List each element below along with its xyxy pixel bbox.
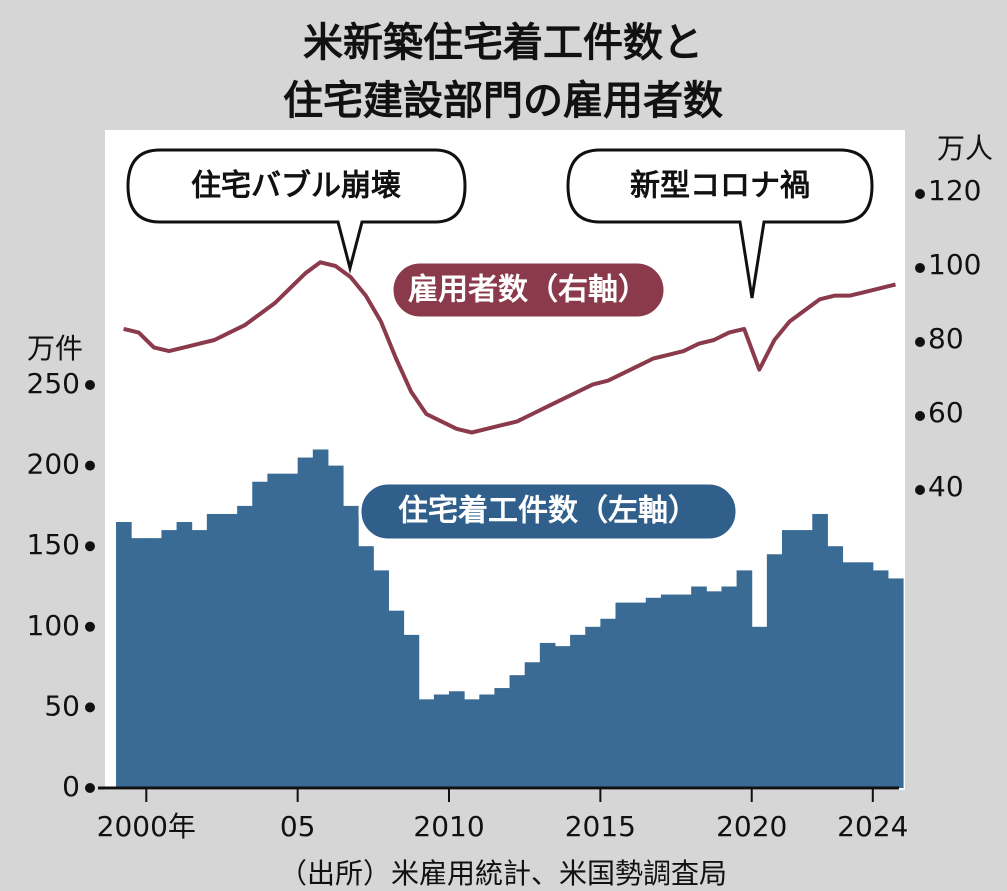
y2-tick <box>915 337 925 347</box>
y-tick <box>85 460 95 471</box>
plot <box>116 260 904 788</box>
bar <box>600 618 617 788</box>
y2-tick <box>915 263 925 273</box>
bar <box>282 473 299 788</box>
bar <box>388 610 405 788</box>
bar <box>766 554 783 788</box>
bar <box>524 662 541 788</box>
bar <box>494 688 511 788</box>
bar <box>585 626 601 788</box>
bar <box>161 530 178 788</box>
bar <box>887 578 904 788</box>
bar <box>206 513 223 788</box>
bar <box>827 546 844 788</box>
y-unit: 万件 <box>27 332 83 365</box>
bar <box>660 594 677 788</box>
legend-pill <box>358 481 739 542</box>
chart-title: 米新築住宅着工件数と <box>303 20 703 66</box>
y2-unit: 万人 <box>937 132 993 165</box>
y2-tick-label: 100 <box>928 248 981 281</box>
legend-pill <box>390 260 667 320</box>
y2-tick <box>915 485 925 495</box>
bar <box>645 597 662 788</box>
y-tick-label: 250 <box>27 367 80 400</box>
x-tick-label: 2015 <box>565 810 636 843</box>
bar <box>721 586 738 788</box>
y-tick <box>85 702 95 713</box>
y2-tick <box>915 411 925 421</box>
bar <box>237 505 253 788</box>
y2-tick-label: 40 <box>928 470 964 503</box>
bar <box>691 586 707 788</box>
line <box>123 260 896 435</box>
y-tick <box>85 541 95 552</box>
x-tick-label: 05 <box>280 810 316 843</box>
y-tick-label: 100 <box>27 609 80 642</box>
bar <box>418 699 435 788</box>
y-tick <box>85 380 95 390</box>
bar <box>509 675 526 788</box>
bar <box>554 646 571 788</box>
bar <box>191 530 208 788</box>
bar <box>373 570 389 788</box>
bar <box>252 481 268 788</box>
bar <box>872 570 889 788</box>
bar <box>433 694 450 788</box>
bar <box>676 594 692 788</box>
bar <box>812 513 828 788</box>
y-tick-label: 150 <box>27 528 80 561</box>
bar <box>539 642 556 788</box>
bar <box>842 562 859 788</box>
bar <box>267 473 284 788</box>
y-tick-label: 0 <box>62 770 80 803</box>
callout: 住宅バブル崩壊 <box>126 148 467 274</box>
bar <box>131 538 147 788</box>
annotation: 新型コロナ禍 <box>630 169 810 204</box>
chart-title: 住宅建設部門の雇用者数 <box>283 78 723 124</box>
bar <box>358 546 374 788</box>
y2-tick-label: 80 <box>928 322 964 355</box>
y-tick <box>85 621 95 632</box>
bar <box>403 634 420 788</box>
x-tick-label: 2010 <box>413 810 484 843</box>
bar <box>751 626 768 788</box>
bar <box>630 602 647 788</box>
bar <box>797 530 813 788</box>
x-tick-label: 2000年 <box>97 810 196 843</box>
bar <box>176 522 193 788</box>
bar <box>736 570 753 788</box>
bar <box>570 634 586 788</box>
bar <box>116 522 132 788</box>
source: （出所）米雇用統計、米国勢調査局 <box>279 857 727 890</box>
y-tick-label: 50 <box>44 689 80 722</box>
bar <box>479 694 495 788</box>
y2-tick <box>915 189 925 199</box>
bar <box>615 602 632 788</box>
annotation: 住宅バブル崩壊 <box>191 169 401 204</box>
bar <box>297 457 314 788</box>
bar <box>781 530 798 788</box>
bar <box>221 513 238 788</box>
legend-label: 住宅着工件数（左軸） <box>398 494 698 529</box>
bar <box>706 591 722 788</box>
bar <box>449 691 465 788</box>
y2-tick-label: 60 <box>928 396 964 429</box>
y-tick-label: 200 <box>27 448 80 481</box>
y-tick <box>85 783 95 793</box>
callout: 新型コロナ禍 <box>566 148 874 299</box>
x-tick-label: 2020 <box>716 810 787 843</box>
y2-tick-label: 120 <box>928 174 981 207</box>
bar <box>146 538 162 788</box>
legend-label: 雇用者数（右軸） <box>408 273 648 308</box>
bar <box>464 699 480 788</box>
bar <box>857 562 874 788</box>
bar <box>312 449 329 788</box>
x-tick-label: 2024 <box>837 810 908 843</box>
bar <box>343 505 359 788</box>
bar <box>327 465 344 788</box>
